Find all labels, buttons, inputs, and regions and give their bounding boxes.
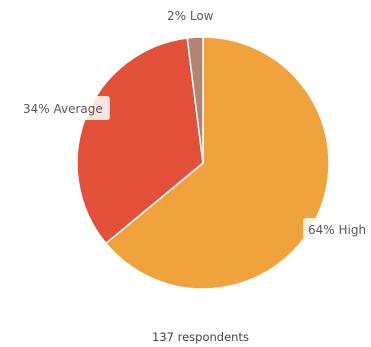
slice-label-high-group: 64% High xyxy=(303,218,369,240)
slice-label-average-group: 34% Average xyxy=(18,96,110,120)
respondent-count: 137 respondents xyxy=(152,330,249,344)
pie-slices xyxy=(76,36,330,290)
slice-label-low: 2% Low xyxy=(167,9,214,23)
slice-label-average: 34% Average xyxy=(23,102,103,116)
slice-label-average-box xyxy=(18,96,110,120)
slice-label-high-box xyxy=(303,218,369,240)
slice-label-high: 64% High xyxy=(308,223,366,237)
slice-labels: 64% High 34% Average 2% Low xyxy=(18,9,369,240)
pie-slice-low xyxy=(186,36,204,164)
slice-label-low-group: 2% Low xyxy=(167,9,214,23)
pie-slice-high xyxy=(105,36,330,290)
